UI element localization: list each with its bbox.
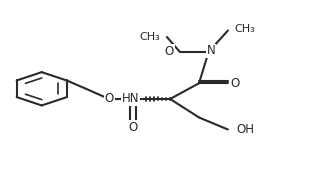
Text: HN: HN (121, 92, 139, 105)
Text: CH₃: CH₃ (234, 24, 255, 34)
Text: OH: OH (236, 123, 254, 136)
Text: O: O (165, 45, 174, 58)
Text: O: O (129, 121, 138, 134)
Text: O: O (105, 92, 114, 105)
Text: N: N (207, 44, 216, 57)
Text: CH₃: CH₃ (139, 32, 160, 42)
Text: O: O (230, 77, 239, 90)
